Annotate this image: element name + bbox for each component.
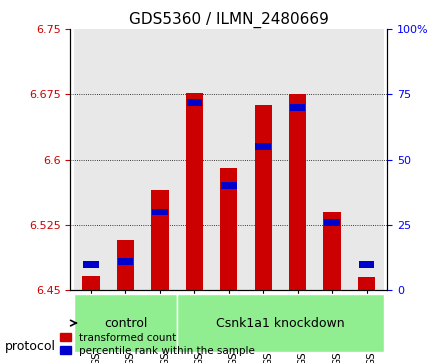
Text: protocol: protocol <box>4 340 55 353</box>
Bar <box>82 276 100 290</box>
Bar <box>280 29 315 290</box>
Bar <box>324 219 340 226</box>
Bar <box>246 29 280 290</box>
Bar <box>256 143 271 150</box>
Title: GDS5360 / ILMN_2480669: GDS5360 / ILMN_2480669 <box>129 12 329 28</box>
Bar <box>83 261 99 268</box>
Bar <box>359 261 374 268</box>
Bar <box>151 190 169 290</box>
Bar <box>349 29 384 290</box>
Bar <box>108 29 143 290</box>
FancyBboxPatch shape <box>74 294 177 352</box>
Bar <box>212 29 246 290</box>
Bar <box>117 240 134 290</box>
Bar <box>118 258 133 265</box>
Text: control: control <box>104 317 147 330</box>
Bar <box>177 29 212 290</box>
Bar <box>315 29 349 290</box>
Text: Csnk1a1 knockdown: Csnk1a1 knockdown <box>216 317 345 330</box>
Bar <box>221 182 237 189</box>
Bar <box>220 168 238 290</box>
Bar <box>358 277 375 290</box>
Bar <box>323 212 341 290</box>
Bar <box>186 93 203 290</box>
Legend: transformed count, percentile rank within the sample: transformed count, percentile rank withi… <box>58 330 257 358</box>
Bar <box>74 29 108 290</box>
Bar <box>143 29 177 290</box>
FancyBboxPatch shape <box>177 294 384 352</box>
Bar <box>255 105 272 290</box>
Bar <box>289 94 306 290</box>
Bar <box>290 104 305 111</box>
Bar <box>187 99 202 106</box>
Bar <box>152 208 168 216</box>
